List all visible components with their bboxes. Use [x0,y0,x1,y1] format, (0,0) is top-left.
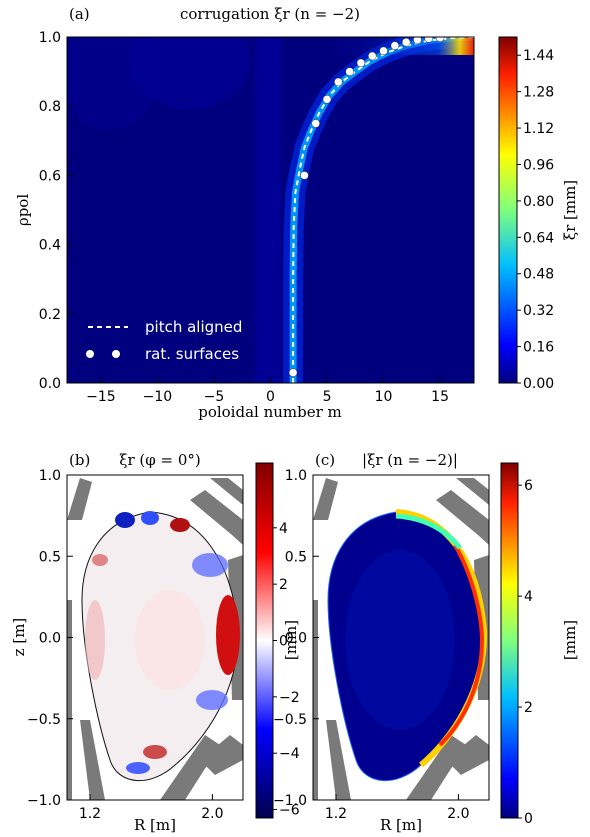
y-tick-label: 0.4 [39,238,61,254]
panel-c-tag: (c) [315,451,335,469]
x-tick-label: 2.0 [201,806,223,822]
x-tick-label: 2.0 [447,806,469,822]
colorbar-tick-label: 0.80 [523,194,554,210]
colorbar-tick-label: 4 [524,589,533,605]
panel-a-tag: (a) [69,5,90,23]
colorbar-tick-label: 0.96 [523,157,554,173]
panel-c-title: |ξr (n = −2)| [362,451,458,469]
y-tick-label: 0.5 [39,549,61,565]
panel-c-map [313,475,489,800]
panel-b-xlabel: R [m] [134,816,176,834]
colorbar-tick-label: 0.00 [523,376,554,392]
panel-a-heatmap [67,37,474,383]
panel-b-colorbar-ticks: 4 2 0 −2 −4 −6 [273,521,300,819]
x-tick-label: 5 [323,389,332,405]
panel-c-colorbar-label: [mm] [561,620,579,660]
y-tick-label: −1.0 [27,793,61,809]
legend-rat-surfaces: rat. surfaces [145,345,239,363]
panel-b: (b) ξr (φ = 0°) [10,451,300,834]
panel-a-legend: pitch aligned rat. surfaces [86,318,242,363]
x-tick-label: 1.2 [79,806,101,822]
rational-surface-point [300,171,309,180]
panel-a-axes: −15 −10 −5 0 5 10 15 0.0 0.2 0.4 0.6 0.8 1.0 [39,30,449,405]
colorbar-tick-label: 0 [524,811,533,827]
y-tick-label: 0.6 [39,168,61,184]
colorbar-tick-label: 2 [524,700,533,716]
x-tick-label: 15 [431,389,449,405]
y-tick-label: 0.8 [39,99,61,115]
legend-pitch-aligned: pitch aligned [145,318,242,336]
rational-surface-point [288,368,298,377]
vessel-structures [67,478,243,800]
colorbar-tick-label: 2 [279,577,288,593]
panel-a-xlabel: poloidal number m [198,403,342,421]
colorbar-tick-label: 0 [279,634,288,650]
rational-surface-point [379,46,388,56]
rational-surface-point [424,37,434,43]
colorbar-tick-label: 1.12 [523,121,554,137]
x-tick-label: 0 [266,389,275,405]
colorbar-tick-label: 4 [279,521,288,537]
panel-a: (a) corrugation ξr (n = −2) −15 −10 −5 0 5 10… [14,5,579,421]
colorbar-tick-label: 0.64 [523,230,554,246]
x-tick-label: −5 [204,389,225,405]
rational-surface-point [401,37,411,47]
rational-surface-point [356,58,366,68]
rational-surface-point [334,77,343,87]
panel-a-colorbar [498,36,518,384]
y-tick-label: 1.0 [39,468,61,484]
panel-b-axes: 1.2 2.0 −1.0 −0.5 0.0 0.5 1.0 [27,468,224,822]
panel-a-colorbar-label: ξr [mm] [561,180,579,240]
rational-surface-point [368,51,377,61]
y-tick-label: 0.0 [285,631,307,647]
rational-surface-point [345,67,354,76]
y-tick-label: −1.0 [273,793,307,809]
panel-a-title: corrugation ξr (n = −2) [180,5,360,23]
colorbar-tick-label: −6 [279,803,300,819]
y-tick-label: 0.5 [285,549,307,565]
colorbar-tick-label: 1.44 [523,48,554,64]
colorbar-tick-label: 0.16 [523,340,554,356]
panel-b-map [67,475,243,800]
x-tick-label: −15 [86,389,116,405]
panel-a-ylabel: ρpol [14,194,32,226]
panel-b-ylabel: z [m] [10,618,28,657]
y-tick-label: 0.0 [39,376,61,392]
colorbar-tick-label: 0.48 [523,267,554,283]
rational-surface-point [390,41,400,50]
lfs-lobe [216,595,240,675]
legend-dot-swatch [112,350,120,358]
panel-c-xlabel: R [m] [380,816,422,834]
x-tick-label: 10 [375,389,393,405]
y-tick-label: 0.2 [39,307,61,323]
y-tick-label: −0.5 [273,712,307,728]
panel-c-axes: 1.2 2.0 −1.0 −0.5 0.0 0.5 1.0 [273,468,470,822]
rational-surface-point [413,37,422,45]
rational-surfaces [288,37,445,377]
colorbar-tick-label: 6 [524,478,533,494]
panel-c-colorbar-ticks: 6 4 2 0 [518,478,533,827]
y-tick-label: 1.0 [285,468,307,484]
panel-b-colorbar-label: [mm] [282,620,300,660]
y-tick-label: −0.5 [27,712,61,728]
legend-dot-swatch [86,350,94,358]
rational-surface-point [311,119,320,128]
panel-c-colorbar [500,462,519,819]
panel-b-title: ξr (φ = 0°) [119,451,201,469]
colorbar-tick-label: 1.28 [523,85,554,101]
x-tick-label: 1.2 [325,806,347,822]
colorbar-tick-label: −2 [279,690,300,706]
y-tick-label: 1.0 [39,30,61,46]
rational-surface-point [435,37,445,42]
panel-c: (c) |ξr (n = −2)| 1.2 2.0−1.0−0.50.00.51.… [273,451,579,834]
y-tick-label: 0.0 [39,631,61,647]
panel-a-colorbar-ticks: 0.00 0.16 0.32 0.48 0.64 0.80 0.96 1.12 1.28 1.44 [517,48,554,392]
rational-surface-point [322,95,332,104]
colorbar-tick-label: 0.32 [523,303,554,319]
panel-b-tag: (b) [69,451,90,469]
panel-b-colorbar [255,462,274,819]
colorbar-tick-label: −4 [279,746,300,762]
x-tick-label: −10 [143,389,173,405]
